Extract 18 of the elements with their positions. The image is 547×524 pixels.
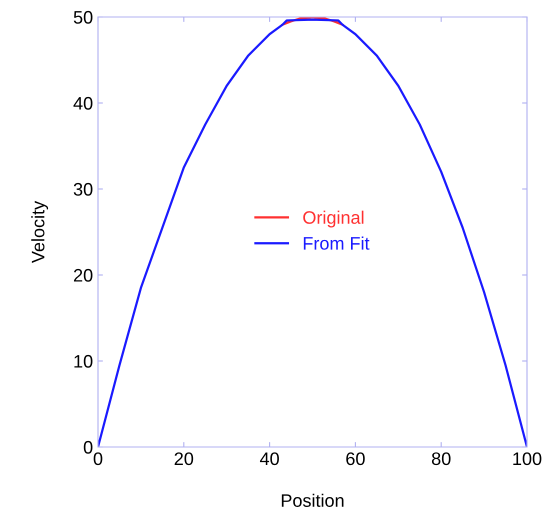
x-tick-label: 40 <box>260 452 279 466</box>
y-axis-title: Velocity <box>31 200 48 264</box>
legend-label: Original <box>303 210 364 228</box>
y-tick-label: 10 <box>74 354 92 368</box>
y-tick-label: 50 <box>74 10 92 24</box>
line-series <box>98 18 527 447</box>
y-tick-label: 30 <box>74 182 92 196</box>
x-tick-label: 20 <box>174 452 194 466</box>
y-tick-label: 20 <box>74 268 92 282</box>
x-tick-label: 100 <box>513 452 542 466</box>
legend-label: From Fit <box>304 236 370 250</box>
line-series <box>281 17 344 26</box>
x-tick-label: 60 <box>346 452 365 466</box>
x-tick-label: 80 <box>432 452 451 466</box>
x-tick-label: 0 <box>94 452 102 466</box>
y-tick-label: 40 <box>73 96 92 110</box>
x-axis-title: Position <box>282 494 344 507</box>
y-tick-label: 0 <box>84 440 92 454</box>
